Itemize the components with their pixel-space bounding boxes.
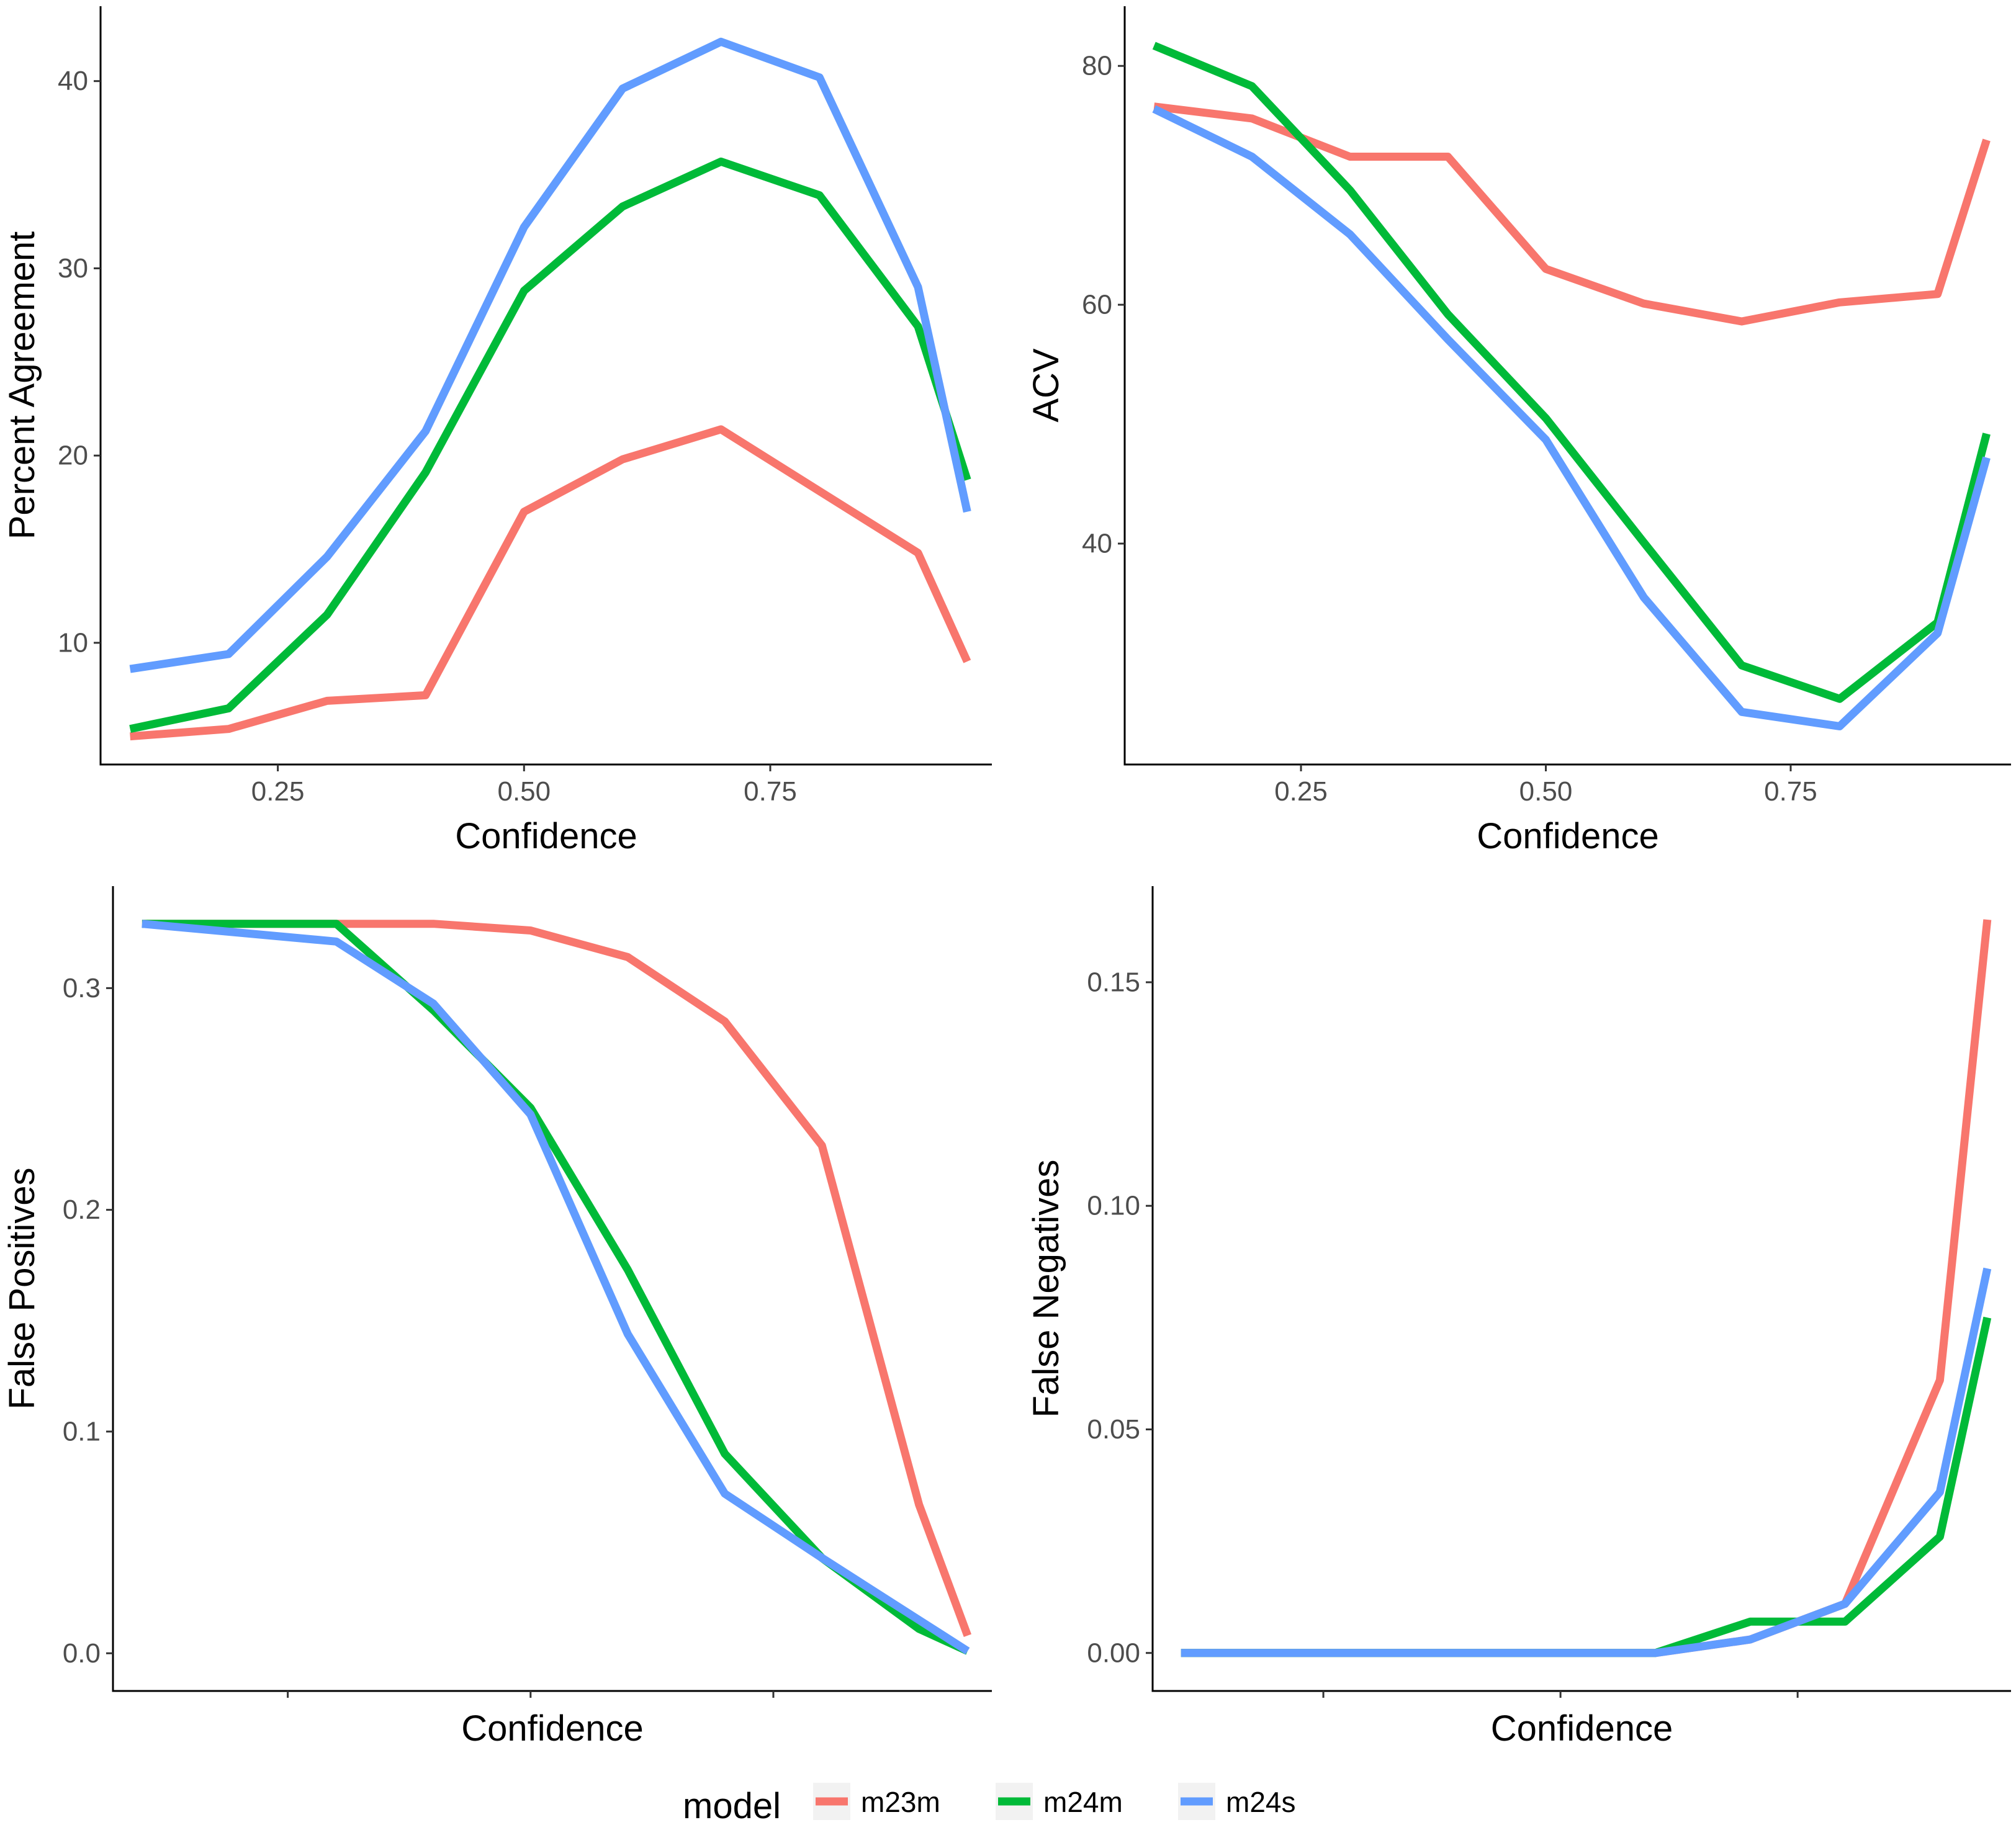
y-tick-label: 60 — [1082, 290, 1112, 320]
y-tick-label: 10 — [58, 627, 88, 658]
x-tick-label: 0.75 — [1764, 776, 1817, 807]
y-tick-label: 0.1 — [63, 1416, 101, 1446]
y-axis-title: Percent Agreement — [2, 231, 42, 540]
legend: model m23m m24m m24s — [683, 1783, 1295, 1825]
x-axis-title: Confidence — [461, 1708, 643, 1749]
y-axis-title: False Positives — [2, 1167, 42, 1409]
x-axis-title: Confidence — [1477, 816, 1658, 856]
series-line-m24s — [1181, 1267, 1992, 1657]
series-line-m24m — [129, 157, 971, 733]
x-tick-label: 0.75 — [744, 776, 797, 807]
chart-panel-bottom-right: 0.00 0.05 0.10 0.15 Confidence False Negative… — [1026, 886, 2011, 1749]
series-line-m23m — [130, 425, 971, 741]
y-tick-label: 30 — [58, 253, 88, 284]
series-line-m24s — [142, 920, 970, 1655]
y-tick-label: 80 — [1082, 51, 1112, 81]
x-tick-label: 0.25 — [251, 776, 305, 807]
legend-label-m24s: m24s — [1226, 1786, 1295, 1818]
y-tick-label: 40 — [58, 66, 88, 96]
y-tick-label: 0.15 — [1087, 967, 1140, 997]
series-line-m24s — [1152, 105, 1991, 730]
series-line-m24m — [1152, 42, 1991, 703]
y-tick-label: 0.3 — [63, 973, 101, 1003]
x-tick-label: 0.25 — [1274, 776, 1328, 807]
legend-label-m24m: m24m — [1043, 1786, 1123, 1818]
x-tick-label: 0.50 — [1519, 776, 1573, 807]
series-line-m24s — [129, 37, 971, 673]
y-axis-title: ACV — [1026, 348, 1066, 423]
y-tick-label: 0.00 — [1087, 1638, 1140, 1668]
y-tick-label: 40 — [1082, 528, 1112, 558]
y-tick-label: 0.10 — [1087, 1191, 1140, 1221]
chart-panel-top-right: 40 60 80 0.25 0.50 0.75 Confidence ACV — [1026, 6, 2011, 856]
legend-title: model — [683, 1786, 781, 1825]
x-tick-label: 0.50 — [497, 776, 551, 807]
chart-panel-bottom-left: 0.0 0.1 0.2 0.3 Confidence False Positives — [2, 886, 992, 1749]
y-axis-title: False Negatives — [1026, 1160, 1066, 1418]
x-axis-title: Confidence — [1491, 1708, 1673, 1749]
y-tick-label: 0.0 — [63, 1638, 101, 1669]
y-tick-label: 0.2 — [63, 1195, 101, 1225]
x-axis-title: Confidence — [455, 816, 637, 856]
chart-panel-top-left: 10 20 30 40 0.25 0.50 0.75 Confidence Percent Ag… — [2, 6, 992, 856]
y-tick-label: 20 — [58, 441, 88, 471]
legend-label-m23m: m23m — [861, 1786, 940, 1818]
chart-panels: 10 20 30 40 0.25 0.50 0.75 Confidence Percent Ag… — [2, 6, 2011, 1749]
y-tick-label: 0.05 — [1087, 1414, 1140, 1445]
